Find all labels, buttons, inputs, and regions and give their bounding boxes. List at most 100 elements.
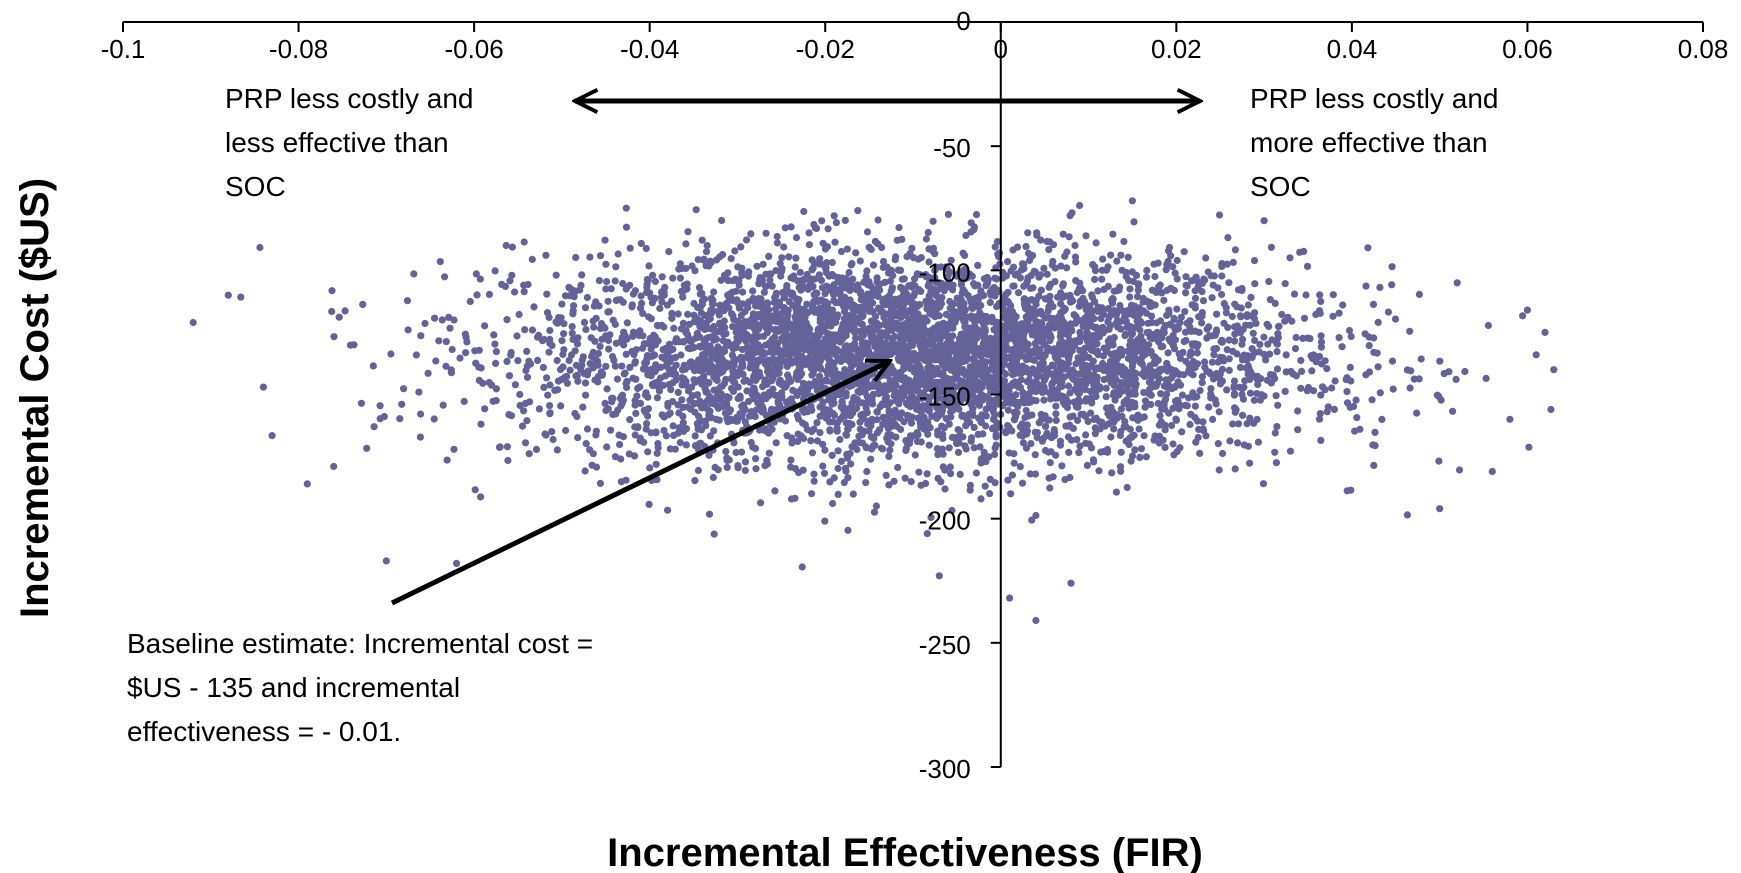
- data-point: [966, 481, 975, 489]
- data-point: [791, 331, 799, 339]
- data-point: [870, 353, 878, 361]
- data-point: [1208, 294, 1216, 302]
- data-point: [1013, 243, 1022, 251]
- data-point: [938, 422, 946, 430]
- data-point: [867, 245, 875, 253]
- data-point: [1053, 373, 1062, 381]
- data-point: [558, 300, 566, 308]
- data-point: [717, 351, 725, 359]
- data-point: [1074, 403, 1082, 411]
- data-point: [959, 249, 967, 257]
- data-point: [1090, 415, 1098, 423]
- data-point: [895, 400, 903, 408]
- data-point: [516, 390, 524, 399]
- data-point: [1238, 284, 1246, 293]
- data-point: [683, 403, 692, 411]
- data-point: [1308, 367, 1316, 375]
- data-point: [573, 340, 582, 348]
- data-point: [1035, 292, 1043, 300]
- data-point: [603, 443, 611, 451]
- data-point: [1303, 262, 1312, 270]
- data-point: [982, 458, 990, 466]
- data-point: [959, 433, 967, 441]
- data-point: [867, 331, 875, 339]
- data-point: [1242, 364, 1250, 372]
- data-point: [660, 426, 668, 435]
- data-point: [916, 419, 924, 427]
- data-point: [1140, 388, 1148, 397]
- data-point: [1028, 516, 1036, 524]
- data-point: [565, 356, 573, 364]
- data-point: [1440, 370, 1448, 378]
- data-point: [970, 444, 978, 452]
- data-point: [1113, 316, 1122, 324]
- data-point: [602, 406, 610, 415]
- data-point: [821, 245, 830, 253]
- data-point: [514, 357, 522, 365]
- data-point: [823, 337, 831, 345]
- data-point: [1120, 398, 1128, 406]
- data-point: [1112, 488, 1120, 496]
- data-point: [851, 439, 859, 447]
- data-point: [945, 420, 953, 428]
- data-point: [1256, 340, 1264, 348]
- data-point: [915, 286, 923, 295]
- data-point: [1364, 244, 1372, 252]
- data-point: [661, 372, 670, 380]
- data-point: [981, 482, 989, 490]
- data-point: [515, 310, 523, 319]
- data-point: [947, 408, 955, 416]
- data-point: [256, 243, 264, 252]
- data-point: [1201, 358, 1209, 366]
- data-point: [749, 287, 757, 295]
- data-point: [844, 526, 852, 534]
- data-point: [881, 319, 890, 327]
- data-point: [1353, 414, 1361, 422]
- data-point: [1129, 414, 1137, 422]
- data-point: [812, 224, 821, 232]
- data-point: [871, 285, 879, 293]
- data-point: [1022, 444, 1031, 452]
- data-point: [1076, 333, 1085, 341]
- data-point: [972, 211, 981, 219]
- data-point: [769, 373, 777, 381]
- data-point: [1091, 275, 1099, 283]
- data-point: [623, 335, 631, 343]
- data-point: [1191, 294, 1200, 302]
- data-point: [701, 321, 709, 329]
- data-point: [1151, 272, 1159, 281]
- data-point: [1231, 465, 1239, 473]
- data-point: [1150, 436, 1158, 444]
- data-point: [1052, 402, 1060, 410]
- data-point: [546, 409, 554, 417]
- data-point: [1143, 266, 1151, 274]
- data-point: [1065, 233, 1073, 241]
- data-point: [1181, 308, 1189, 316]
- data-point: [1087, 409, 1095, 417]
- data-point: [883, 434, 891, 442]
- data-point: [738, 448, 746, 456]
- data-point: [954, 448, 963, 456]
- data-point: [955, 405, 963, 413]
- data-point: [973, 299, 981, 307]
- data-point: [798, 406, 807, 414]
- data-point: [684, 387, 693, 395]
- data-point: [1234, 328, 1242, 336]
- data-point: [1051, 264, 1059, 272]
- data-point: [1217, 338, 1225, 346]
- data-point: [757, 399, 765, 408]
- data-point: [859, 386, 868, 394]
- data-point: [1094, 287, 1102, 295]
- data-point: [747, 359, 755, 367]
- data-point: [961, 275, 969, 283]
- data-point: [969, 362, 977, 370]
- data-point: [1186, 420, 1194, 429]
- data-point: [688, 262, 696, 270]
- data-point: [1210, 345, 1218, 353]
- data-point: [1304, 383, 1313, 392]
- data-point: [638, 344, 647, 352]
- data-point: [917, 481, 925, 489]
- data-point: [674, 388, 682, 396]
- data-point: [897, 266, 905, 274]
- scatter-points: [189, 197, 1558, 625]
